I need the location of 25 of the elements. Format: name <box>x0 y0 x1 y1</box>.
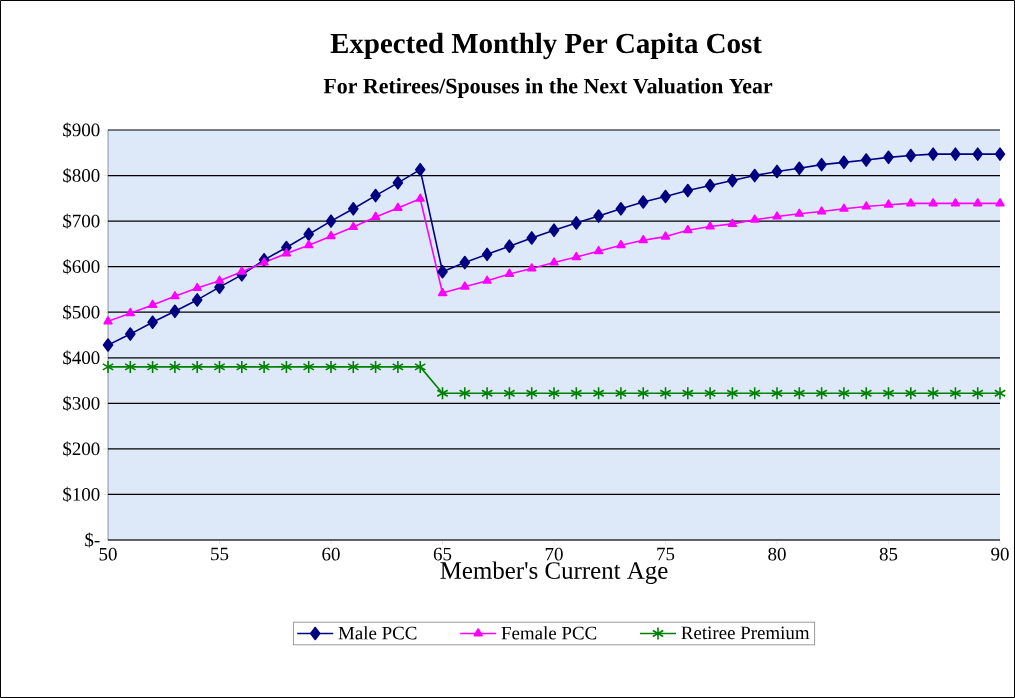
y-tick-label: $- <box>85 532 100 548</box>
y-tick-label: $900 <box>63 122 100 138</box>
legend-label: Female PCC <box>501 626 597 640</box>
y-tick-label: $200 <box>63 441 100 457</box>
x-tick-label: 70 <box>545 547 563 561</box>
x-tick-label: 50 <box>99 547 117 561</box>
x-tick-label: 80 <box>768 547 786 561</box>
x-tick-label: 85 <box>879 547 898 561</box>
chart-subtitle: For Retirees/Spouses in the Next Valuation Year <box>323 78 773 98</box>
y-tick-label: $700 <box>63 213 100 229</box>
x-tick-label: 65 <box>433 547 452 561</box>
x-tick-label: 55 <box>211 547 229 561</box>
legend-label: Male PCC <box>338 626 417 640</box>
y-tick-label: $100 <box>63 486 100 503</box>
y-tick-label: $600 <box>63 259 100 275</box>
y-tick-label: $500 <box>63 304 100 320</box>
x-axis-title: Member's Current Age <box>440 561 668 585</box>
x-tick-label: 90 <box>991 547 1009 561</box>
y-tick-label: $800 <box>63 167 100 184</box>
y-tick-label: $400 <box>63 350 100 366</box>
legend-label: Retiree Premium <box>681 626 810 640</box>
chart-title: Expected Monthly Per Capita Cost <box>330 32 762 60</box>
x-tick-label: 75 <box>657 547 675 561</box>
y-tick-label: $300 <box>63 395 100 411</box>
x-tick-label: 60 <box>322 547 340 561</box>
